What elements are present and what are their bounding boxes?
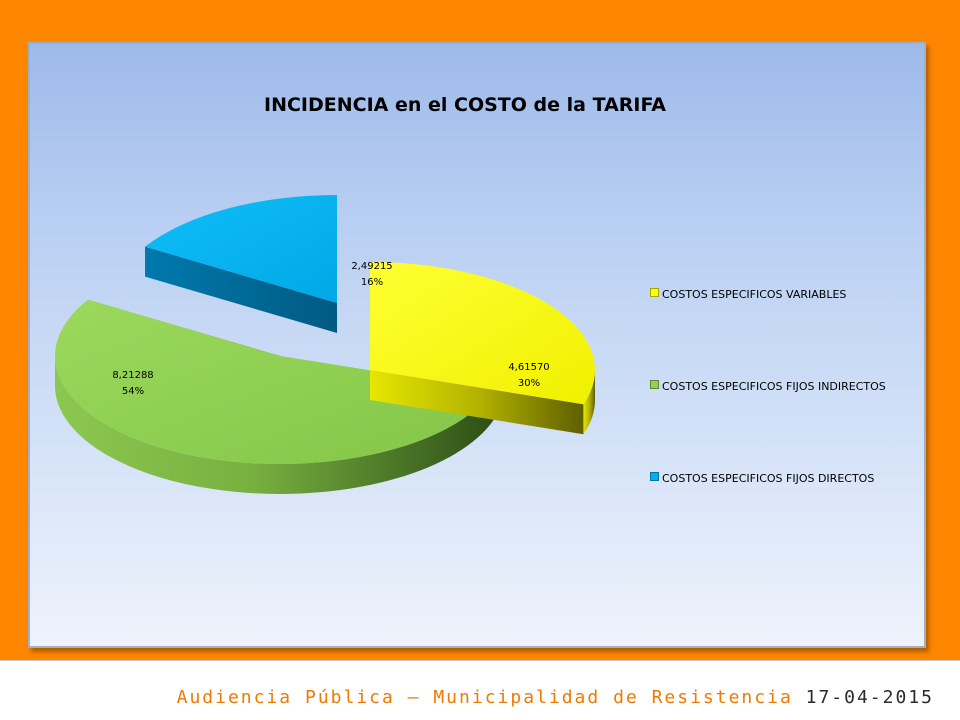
legend-item-fijos-directos: COSTOS ESPECIFICOS FIJOS DIRECTOS <box>650 472 874 485</box>
legend-label: COSTOS ESPECIFICOS VARIABLES <box>662 288 847 301</box>
data-label-value: 4,61570 <box>508 362 549 373</box>
pie-slice-fijos-directos <box>145 195 337 333</box>
data-label-percent: 16% <box>361 277 383 288</box>
footer: Audiencia Pública – Municipalidad de Res… <box>0 660 960 720</box>
footer-date: 17-04-2015 <box>805 687 934 708</box>
pie-slice-variables-side <box>583 370 595 435</box>
data-label-value: 8,21288 <box>112 370 153 381</box>
pie-slice-variables-top <box>370 262 595 405</box>
pie-slice-variables-face <box>370 370 584 435</box>
footer-caption: Audiencia Pública – Municipalidad de Res… <box>176 687 793 708</box>
pie-slice-fijos-indirectos-top <box>55 299 494 464</box>
pie-slice-variables <box>370 262 595 435</box>
pie-slice-fijos-directos-face <box>145 246 337 333</box>
chart-title: INCIDENCIA en el COSTO de la TARIFA <box>264 94 666 116</box>
data-label-value: 2,49215 <box>351 261 392 272</box>
pie-slice-fijos-directos-top <box>145 195 337 303</box>
legend-item-variables: COSTOS ESPECIFICOS VARIABLES <box>650 288 846 301</box>
pie-slice-fijos-indirectos-side <box>55 356 494 495</box>
data-label-percent: 30% <box>518 378 540 389</box>
legend-swatch-yellow <box>650 288 659 297</box>
legend-swatch-green <box>650 380 659 389</box>
data-label-percent: 54% <box>122 386 144 397</box>
footer-text: Audiencia Pública – Municipalidad de Res… <box>177 687 934 708</box>
legend-item-fijos-indirectos: COSTOS ESPECIFICOS FIJOS INDIRECTOS <box>650 380 886 393</box>
legend-swatch-blue <box>650 472 659 481</box>
legend-label: COSTOS ESPECIFICOS FIJOS DIRECTOS <box>662 472 875 485</box>
legend-label: COSTOS ESPECIFICOS FIJOS INDIRECTOS <box>662 380 886 393</box>
